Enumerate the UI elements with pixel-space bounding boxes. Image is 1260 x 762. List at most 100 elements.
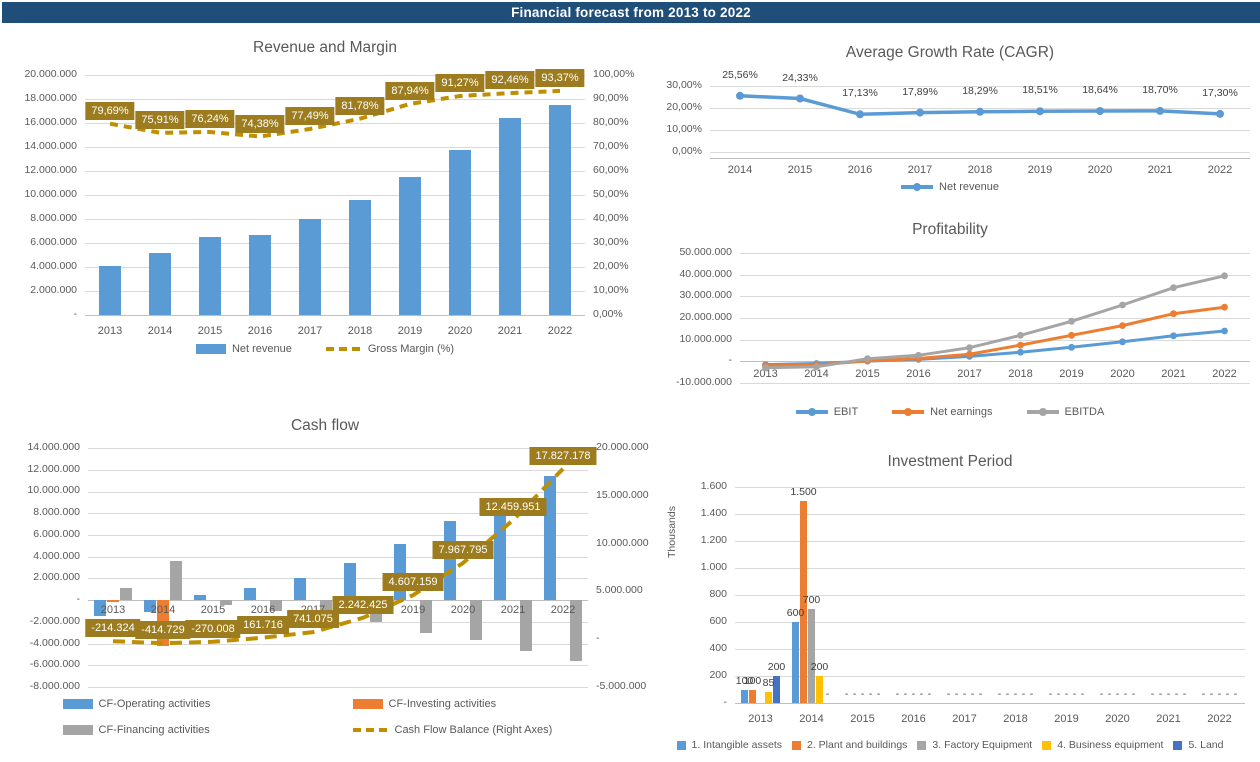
legend-label: CF-Operating activities xyxy=(98,698,211,710)
bar-1-intangible-assets xyxy=(740,689,749,703)
line-marker xyxy=(1017,341,1024,349)
line-marker xyxy=(1170,284,1177,292)
data-label: - xyxy=(1217,688,1222,700)
data-label: - xyxy=(1013,688,1018,700)
bar-net-revenue xyxy=(549,105,571,315)
y-axis-tick-label: 1.200 xyxy=(700,534,727,546)
gridline xyxy=(88,556,588,558)
gridline xyxy=(735,622,1245,623)
bar-cf-operating-activities xyxy=(544,476,556,600)
right-axis-tick-label: 30,00% xyxy=(593,236,629,248)
data-label: 17,89% xyxy=(902,85,938,98)
legend-swatch-line xyxy=(795,408,828,416)
investment-period-chart-title: Investment Period xyxy=(887,453,1013,470)
gridline xyxy=(735,649,1245,650)
gridline xyxy=(85,243,585,244)
line-marker xyxy=(856,110,864,119)
y-axis-tick-label: 2.000.000 xyxy=(33,571,80,584)
data-label: 18,51% xyxy=(1022,84,1058,97)
y-axis-tick-label: 10,00% xyxy=(666,123,702,135)
data-label: - xyxy=(1158,688,1163,700)
line-marker xyxy=(1068,343,1075,351)
bar-cf-operating-activities xyxy=(244,588,256,601)
y-axis-tick-label: 10.000.000 xyxy=(24,188,77,200)
bar-4-business-equipment xyxy=(815,676,824,703)
data-label: - xyxy=(1099,688,1104,700)
data-label-box: 79,69% xyxy=(85,101,135,120)
profitability-legend: EBIT Net earnings EBITDA xyxy=(640,406,1260,418)
data-label: - xyxy=(946,688,951,700)
line-series-ebitda xyxy=(765,274,1225,370)
category-label: 2018 xyxy=(1008,368,1033,381)
y-axis-tick-label: 400 xyxy=(709,642,727,654)
data-label: - xyxy=(1225,688,1230,700)
legend-label: EBIT xyxy=(833,406,859,418)
data-label: 200 xyxy=(767,661,786,673)
gridline xyxy=(88,687,588,688)
data-label: 100 xyxy=(735,674,754,687)
cashflow-chart: Cash flow CF-Operating activities CF-Inve… xyxy=(10,405,648,761)
data-label: 1.500 xyxy=(790,485,817,498)
bar-cf-operating-activities xyxy=(444,520,456,601)
right-axis-tick-label: 20.000.000 xyxy=(596,441,649,453)
legend-item: Net earnings xyxy=(892,406,993,418)
y-axis-tick-label: 50.000.000 xyxy=(679,246,732,258)
data-label: 24,33% xyxy=(782,71,818,84)
y-axis-tick-label: 10.000.000 xyxy=(27,484,80,497)
y-axis-tick-label: 10.000.000 xyxy=(679,332,732,345)
y-axis-tick-label: 40.000.000 xyxy=(679,267,732,280)
line-marker xyxy=(1068,331,1075,339)
right-axis-tick-label: 80,00% xyxy=(593,116,629,128)
category-label: 2016 xyxy=(247,325,273,337)
data-label-box: 7.967.795 xyxy=(432,541,494,559)
data-label: - xyxy=(1174,688,1179,700)
gridline xyxy=(85,75,585,76)
legend-label: 5. Land xyxy=(1188,739,1224,751)
line-marker xyxy=(1170,310,1177,318)
data-label: - xyxy=(1201,688,1206,700)
line-marker xyxy=(1119,301,1126,309)
data-label: 17,30% xyxy=(1202,86,1238,99)
dashboard-title: Financial forecast from 2013 to 2022 xyxy=(511,5,751,20)
legend-item: 2. Plant and buildings xyxy=(792,739,907,751)
category-label: 2014 xyxy=(150,604,176,617)
right-axis-tick-label: 10.000.000 xyxy=(596,536,649,549)
data-label: 25,56% xyxy=(722,68,758,81)
right-axis-tick-label: 70,00% xyxy=(593,140,629,152)
category-label: 2021 xyxy=(500,604,526,617)
gridline xyxy=(740,318,1250,319)
legend-swatch-line xyxy=(901,183,934,191)
legend-swatch-bar xyxy=(195,344,226,354)
data-label-box: 741.075 xyxy=(287,610,339,629)
category-label: 2018 xyxy=(967,164,993,176)
bar-net-revenue xyxy=(449,150,471,315)
right-axis-tick-label: 90,00% xyxy=(593,92,629,104)
legend-label: 3. Factory Equipment xyxy=(932,739,1033,751)
bar-2-plant-and-buildings xyxy=(748,689,757,703)
line-marker xyxy=(966,353,973,360)
data-label: - xyxy=(1005,688,1010,700)
cagr-chart-title: Average Growth Rate (CAGR) xyxy=(845,44,1055,61)
gridline xyxy=(735,595,1245,596)
data-label-box: 161.716 xyxy=(237,615,289,634)
category-label: 2019 xyxy=(1027,164,1053,176)
gridline xyxy=(85,147,585,148)
category-label: 2019 xyxy=(1054,713,1079,725)
data-label: - xyxy=(927,688,932,700)
gridline xyxy=(85,219,585,220)
right-axis-tick-label: 15.000.000 xyxy=(596,488,649,501)
data-label: - xyxy=(997,688,1002,700)
x-axis-line xyxy=(740,361,1250,363)
data-label-box: 4.607.159 xyxy=(382,573,444,592)
y-axis-tick-label: 6.000.000 xyxy=(30,236,77,248)
legend-swatch-square xyxy=(1173,740,1183,750)
y-axis-tick-label: 4.000.000 xyxy=(30,260,77,272)
category-label: 2021 xyxy=(1156,713,1181,725)
gridline xyxy=(740,383,1250,384)
legend-item: 5. Land xyxy=(1173,739,1223,751)
gridline xyxy=(740,274,1250,276)
line-marker xyxy=(796,94,804,103)
gridline xyxy=(85,195,585,196)
bar-net-revenue xyxy=(499,118,521,315)
category-label: 2022 xyxy=(1207,164,1233,176)
